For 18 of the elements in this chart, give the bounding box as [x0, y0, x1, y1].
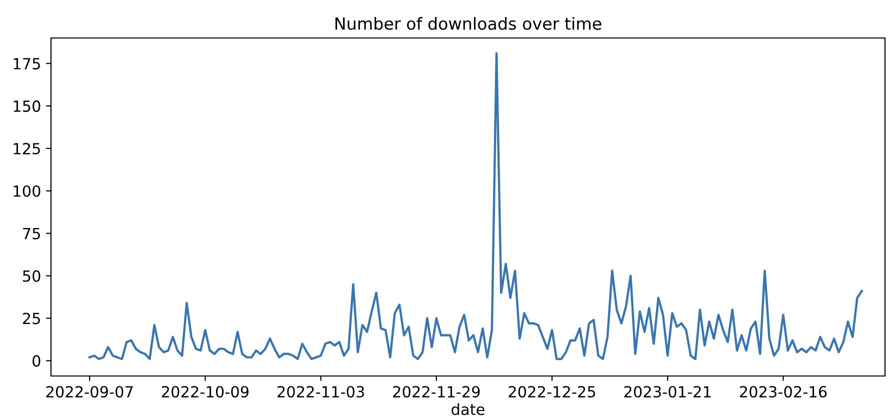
- x-tick-label: 2023-01-21: [624, 386, 711, 398]
- y-tick-label: 150: [14, 100, 40, 112]
- x-tick-label: 2022-10-09: [162, 386, 249, 398]
- line-series: [88, 52, 863, 360]
- y-tick-label: 50: [23, 270, 40, 282]
- y-tick-label: 175: [14, 58, 40, 70]
- y-tick-label: 25: [22, 312, 40, 324]
- y-tick-label: 100: [14, 185, 40, 197]
- x-tick-label: 2023-02-16: [740, 386, 827, 398]
- x-tick-label: 2022-11-03: [278, 386, 364, 398]
- x-axis-title: date: [452, 403, 484, 416]
- y-tick-label: 75: [23, 228, 40, 240]
- y-tick-label: 0: [32, 355, 40, 367]
- chart-title: Number of downloads over time: [335, 17, 602, 30]
- y-tick-label: 125: [14, 142, 40, 154]
- x-tick-label: 2022-12-25: [508, 386, 596, 398]
- x-tick-label: 2022-09-07: [46, 386, 133, 398]
- x-tick-label: 2022-11-29: [393, 386, 480, 398]
